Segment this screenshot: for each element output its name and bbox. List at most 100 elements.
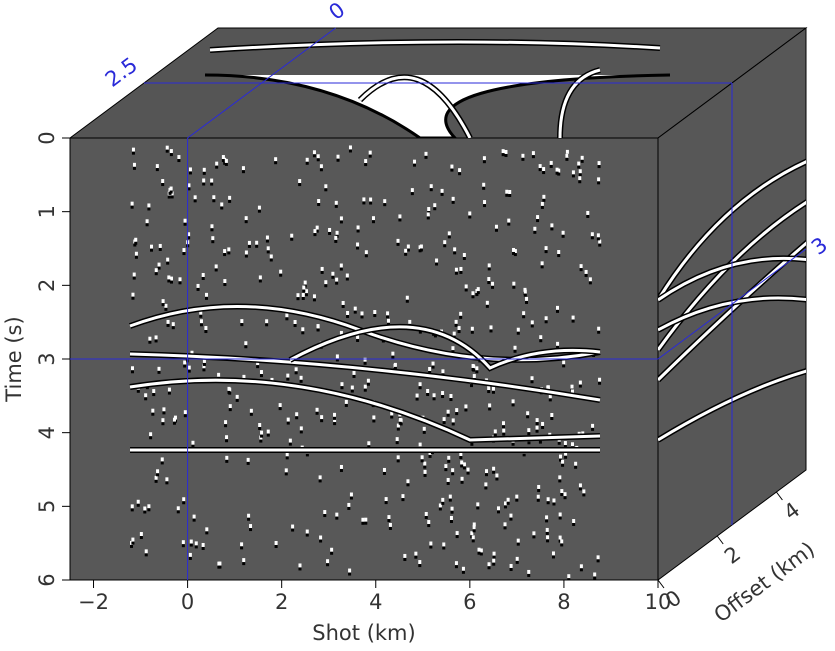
noise-spike xyxy=(134,237,138,242)
noise-spike xyxy=(384,501,388,505)
noise-spike xyxy=(522,315,526,319)
y-tick-label: 0 xyxy=(35,131,59,144)
noise-spike xyxy=(244,220,248,224)
x-tick-label: −2 xyxy=(78,590,109,614)
slice-label: 2.5 xyxy=(101,53,142,92)
noise-spike xyxy=(489,329,493,333)
noise-spike xyxy=(549,160,553,165)
noise-spike xyxy=(405,299,409,303)
noise-spike xyxy=(555,309,559,313)
noise-spike xyxy=(405,295,409,300)
noise-spike xyxy=(455,412,459,416)
noise-spike xyxy=(279,269,283,274)
noise-spike xyxy=(247,517,251,521)
noise-spike xyxy=(249,524,253,529)
noise-spike xyxy=(291,524,295,529)
noise-spike xyxy=(414,555,418,559)
noise-spike xyxy=(160,457,164,462)
noise-spike xyxy=(544,250,548,254)
noise-spike xyxy=(356,242,360,247)
noise-spike xyxy=(265,319,269,324)
noise-spike xyxy=(550,223,554,228)
x-tick-label: 0 xyxy=(181,590,194,614)
noise-spike xyxy=(157,366,161,371)
noise-spike xyxy=(191,444,195,448)
noise-spike xyxy=(356,229,360,233)
noise-spike xyxy=(315,229,319,233)
noise-spike xyxy=(598,377,602,382)
noise-spike xyxy=(334,235,338,240)
noise-spike xyxy=(471,367,475,371)
noise-spike xyxy=(550,227,554,231)
noise-spike xyxy=(132,276,136,280)
noise-spike xyxy=(315,225,319,230)
noise-spike xyxy=(546,385,550,390)
noise-spike xyxy=(522,453,526,457)
noise-spike xyxy=(223,283,227,287)
noise-spike xyxy=(487,386,491,391)
noise-spike xyxy=(304,293,308,297)
noise-spike xyxy=(372,419,376,423)
noise-spike xyxy=(540,201,544,206)
noise-spike xyxy=(335,277,339,282)
noise-spike xyxy=(424,515,428,519)
noise-spike xyxy=(418,564,422,568)
noise-spike xyxy=(570,442,574,447)
noise-spike xyxy=(451,418,455,423)
noise-spike xyxy=(227,390,231,394)
noise-spike xyxy=(475,293,479,297)
noise-spike xyxy=(487,566,491,570)
noise-spike xyxy=(169,149,173,154)
noise-spike xyxy=(438,507,442,511)
noise-spike xyxy=(249,528,253,532)
noise-spike xyxy=(225,455,229,460)
noise-spike xyxy=(472,529,476,533)
noise-spike xyxy=(183,364,187,368)
noise-spike xyxy=(598,381,602,385)
noise-spike xyxy=(485,304,489,308)
noise-spike xyxy=(506,497,510,502)
noise-spike xyxy=(398,421,402,425)
noise-spike xyxy=(532,531,536,536)
noise-spike xyxy=(574,461,578,466)
noise-spike xyxy=(192,518,196,522)
noise-spike xyxy=(298,563,302,568)
noise-spike xyxy=(205,527,209,532)
noise-spike xyxy=(132,272,136,277)
noise-spike xyxy=(423,465,427,469)
noise-spike xyxy=(352,370,356,375)
noise-spike xyxy=(472,374,476,379)
noise-spike xyxy=(577,165,581,169)
noise-spike xyxy=(454,561,458,566)
noise-spike xyxy=(504,149,508,154)
noise-spike xyxy=(240,546,244,550)
noise-spike xyxy=(302,289,306,293)
noise-spike xyxy=(423,461,427,466)
noise-spike xyxy=(441,501,445,505)
noise-spike xyxy=(244,345,248,349)
noise-spike xyxy=(446,477,450,482)
noise-spike xyxy=(205,292,209,297)
noise-spike xyxy=(418,386,422,390)
noise-spike xyxy=(202,364,206,369)
noise-spike xyxy=(387,519,391,523)
noise-spike xyxy=(166,323,170,327)
noise-spike xyxy=(199,319,203,324)
noise-spike xyxy=(328,231,332,235)
noise-spike xyxy=(462,252,466,257)
noise-spike xyxy=(193,195,197,200)
noise-spike xyxy=(426,212,430,217)
noise-spike xyxy=(574,465,578,469)
noise-spike xyxy=(483,200,487,205)
noise-spike xyxy=(130,366,134,371)
noise-spike xyxy=(220,206,224,210)
noise-spike xyxy=(532,535,536,539)
noise-spike xyxy=(527,569,531,574)
noise-spike xyxy=(139,536,143,540)
noise-spike xyxy=(188,556,192,560)
noise-spike xyxy=(295,416,299,420)
noise-spike xyxy=(527,441,531,445)
noise-spike xyxy=(249,412,253,416)
noise-spike xyxy=(201,546,205,550)
noise-spike xyxy=(468,211,472,216)
